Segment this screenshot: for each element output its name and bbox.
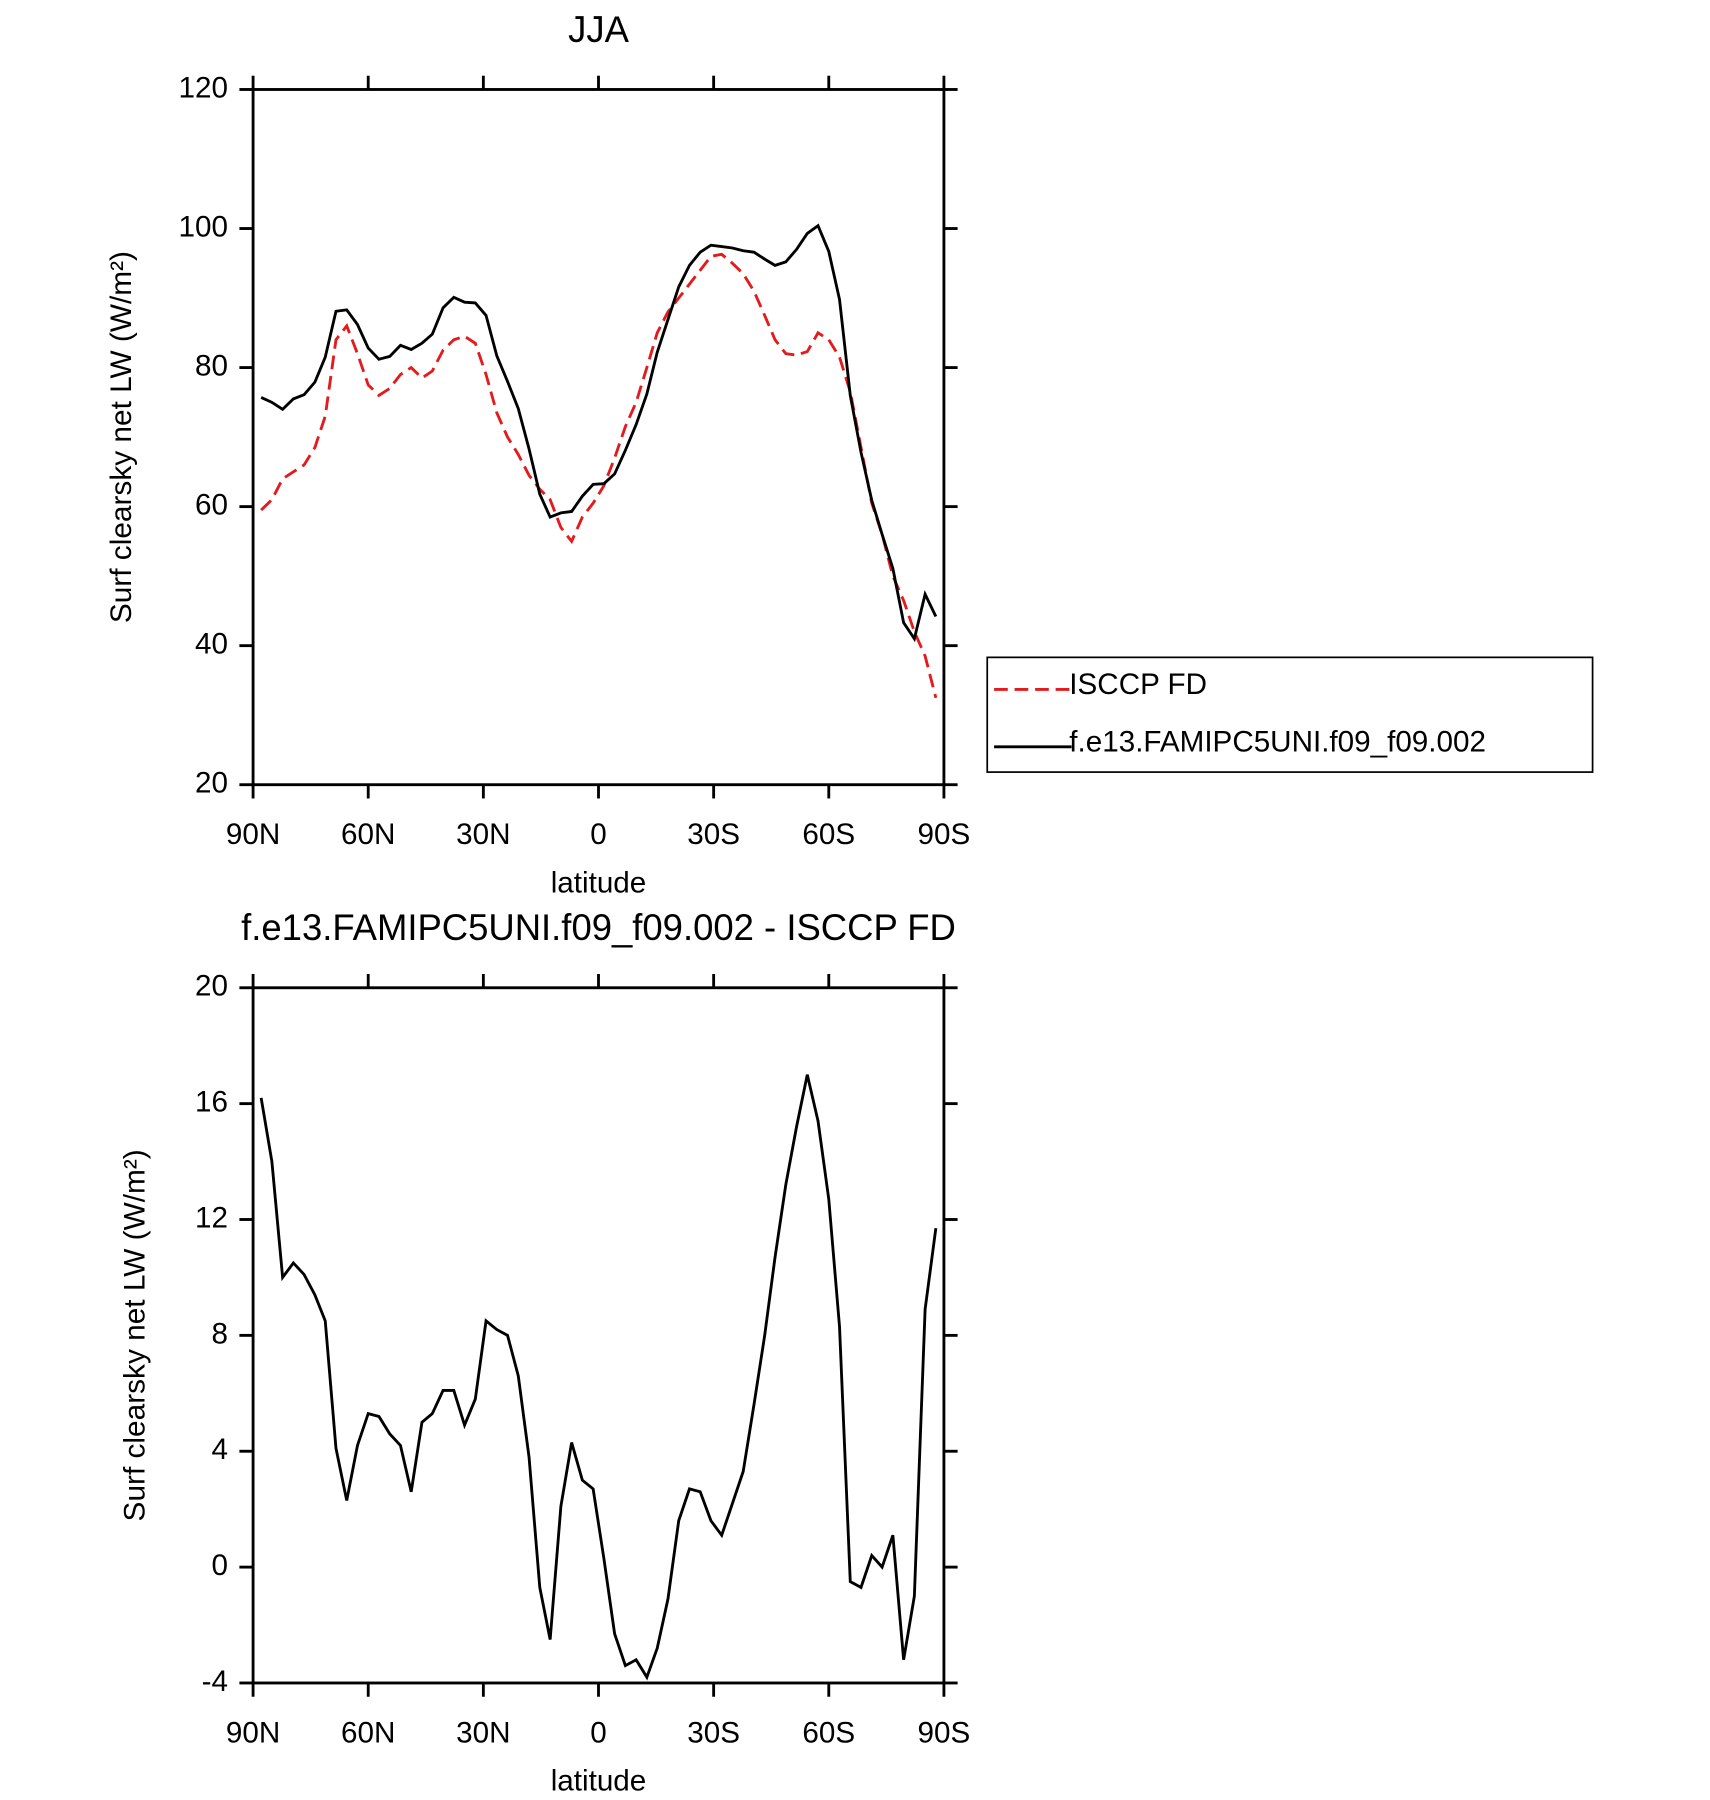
chart-title: f.e13.FAMIPC5UNI.f09_f09.002 - ISCCP FD [241,907,956,948]
x-tick-label: 90N [226,818,280,851]
y-tick-label: 20 [195,970,228,1003]
y-axis-label: Surf clearsky net LW (W/m²) [105,251,138,623]
data-line [260,252,938,699]
y-tick-label: 100 [179,210,228,243]
y-tick-label: 60 [195,488,228,521]
y-tick-label: 120 [179,71,228,104]
x-tick-label: 60N [341,818,395,851]
y-tick-label: 16 [195,1085,228,1118]
data-line [260,223,938,643]
y-tick-label: 0 [212,1549,228,1582]
plot-frame [251,986,946,1685]
y-tick-label: 4 [212,1433,228,1466]
x-tick-label: 30N [456,1716,510,1749]
y-tick-label: 12 [195,1201,228,1234]
legend-label: ISCCP FD [1069,668,1207,701]
chart-title: JJA [568,9,629,50]
x-tick-label: 0 [590,1716,606,1749]
x-axis-label: latitude [551,1765,647,1798]
y-tick-label: 8 [212,1317,228,1350]
y-tick-label: 40 [195,627,228,660]
y-axis-label: Surf clearsky net LW (W/m²) [119,1149,152,1521]
x-tick-label: 30S [687,818,740,851]
x-axis-label: latitude [551,866,647,899]
data-line [259,1074,938,1681]
x-tick-label: 30S [687,1716,740,1749]
x-tick-label: 90S [918,1716,971,1749]
x-tick-label: 60S [802,1716,855,1749]
x-tick-label: 30N [456,818,510,851]
x-tick-label: 0 [590,818,606,851]
plot-frame [251,88,946,787]
y-tick-label: -4 [202,1665,228,1698]
x-tick-label: 90S [918,818,971,851]
y-tick-label: 80 [195,349,228,382]
x-tick-label: 60N [341,1716,395,1749]
x-tick-label: 60S [802,818,855,851]
legend-box [986,656,1594,773]
y-tick-label: 20 [195,767,228,800]
x-tick-label: 90N [226,1716,280,1749]
legend-label: f.e13.FAMIPC5UNI.f09_f09.002 [1069,725,1486,758]
